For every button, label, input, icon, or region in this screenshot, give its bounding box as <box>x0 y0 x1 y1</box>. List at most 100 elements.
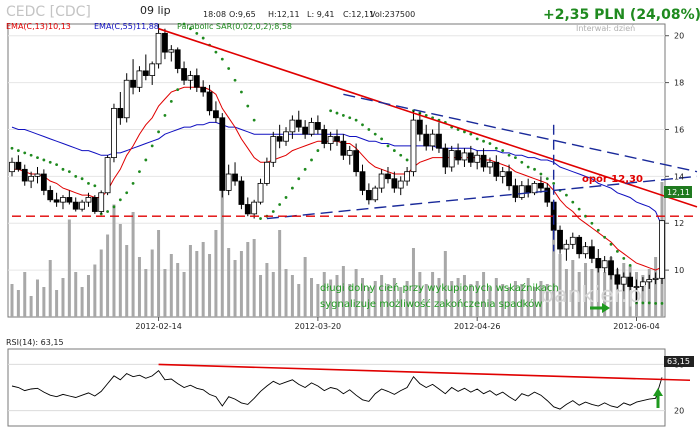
candlesticks <box>9 24 665 303</box>
candle-body <box>53 199 60 203</box>
volume-bar <box>220 167 224 317</box>
candle-body <box>162 32 168 53</box>
candle-body <box>206 91 213 112</box>
candle-body <box>244 204 251 215</box>
volume-bar <box>571 260 575 317</box>
volume-bar <box>462 275 466 317</box>
volume-bar <box>284 269 288 317</box>
candle-body <box>589 246 595 259</box>
price-axis: 20 18 16 14 12 10 <box>665 32 684 275</box>
candle-body <box>512 185 519 198</box>
volume-bar <box>322 272 326 317</box>
sar-dot <box>131 181 135 185</box>
sar-dot <box>316 149 320 152</box>
volume-bar <box>603 272 607 317</box>
candle-body <box>582 246 589 255</box>
volume-bar <box>367 287 371 317</box>
close-label: C:12,11 <box>343 10 374 19</box>
sar-dot <box>36 156 39 160</box>
volume-bar <box>456 278 460 317</box>
volume-bar <box>239 251 243 317</box>
sar-dot <box>609 242 613 246</box>
volume-bar <box>386 284 390 317</box>
volume-bar <box>329 279 333 317</box>
sar-dot <box>227 67 231 70</box>
sar-dot <box>469 132 473 136</box>
candle-body <box>639 281 646 287</box>
sar-dot <box>10 146 14 150</box>
volume-bar <box>61 278 65 317</box>
candle-body <box>614 274 621 285</box>
volume-bar <box>647 269 651 317</box>
candle-body <box>142 70 149 76</box>
rsi-badge-value: 63,15 <box>667 357 690 366</box>
sar-dot <box>169 99 173 103</box>
candle-body <box>595 257 602 269</box>
candle-body <box>442 147 449 168</box>
candle-body <box>28 175 35 182</box>
sar-dot <box>80 177 84 181</box>
volume-bar <box>182 272 186 317</box>
volume-bar <box>520 284 524 317</box>
sar-dot <box>240 90 243 94</box>
volume-bar <box>290 275 294 317</box>
volume-bar <box>341 266 345 317</box>
volume-bar <box>552 219 556 317</box>
date-axis: 2012-02-14 2012-03-20 2012-04-26 2012-06-04 <box>135 317 660 331</box>
candle-body <box>385 173 391 180</box>
volume-bar <box>584 263 588 317</box>
candle-body <box>404 171 410 182</box>
volume-bar <box>443 251 447 317</box>
volume-bar <box>214 230 218 317</box>
candle-body <box>608 260 614 276</box>
volume-bar <box>195 251 199 317</box>
candle-body <box>321 129 328 144</box>
sar-dot <box>220 57 224 61</box>
sar-dot <box>329 109 333 113</box>
x-tick-label: 2012-02-14 <box>135 322 182 331</box>
candle-body <box>652 277 659 280</box>
volume-bar <box>201 242 205 317</box>
candle-body <box>487 161 493 168</box>
y-tick-label: 18 <box>674 79 684 88</box>
volume-bar <box>93 264 97 317</box>
ema13-legend: EMA(C,13)10,13 <box>6 22 71 31</box>
volume-bar <box>208 254 212 317</box>
volume-bar <box>80 287 84 317</box>
volume-bar <box>246 242 250 317</box>
sar-dot <box>641 301 645 305</box>
candle-body <box>66 197 73 203</box>
sar-dot <box>514 156 517 160</box>
sar-dot <box>507 153 511 157</box>
volume-bar <box>169 254 173 317</box>
candle-body <box>60 197 66 203</box>
candle-body <box>429 133 436 147</box>
volume-bar <box>137 257 141 317</box>
sar-dot <box>290 186 294 190</box>
sar-dot <box>297 177 301 181</box>
volume-bar <box>564 269 568 317</box>
candle-body <box>531 182 538 194</box>
sar-dot <box>660 302 664 305</box>
sar-dot <box>488 142 492 145</box>
candle-body <box>627 276 634 287</box>
sar-dot <box>463 130 466 134</box>
x-tick-label: 2012-03-20 <box>295 322 342 331</box>
candle-body <box>123 79 130 119</box>
y-tick-label: 20 <box>674 32 684 41</box>
candle-body <box>378 173 385 189</box>
candle-body <box>91 197 98 212</box>
volume-bar <box>526 278 530 317</box>
volume-bar <box>310 278 314 317</box>
sar-dot <box>157 130 160 134</box>
volume-bar <box>67 219 71 317</box>
volume-bar <box>125 245 129 317</box>
low-label: L: 9,41 <box>307 10 335 19</box>
sar-dot <box>424 114 428 117</box>
volume-bar <box>380 275 384 317</box>
volume-bar <box>303 257 307 317</box>
volume-bar <box>596 266 600 317</box>
sar-dot <box>176 88 180 92</box>
volume-bar <box>475 281 479 317</box>
sar-dot <box>386 144 390 148</box>
